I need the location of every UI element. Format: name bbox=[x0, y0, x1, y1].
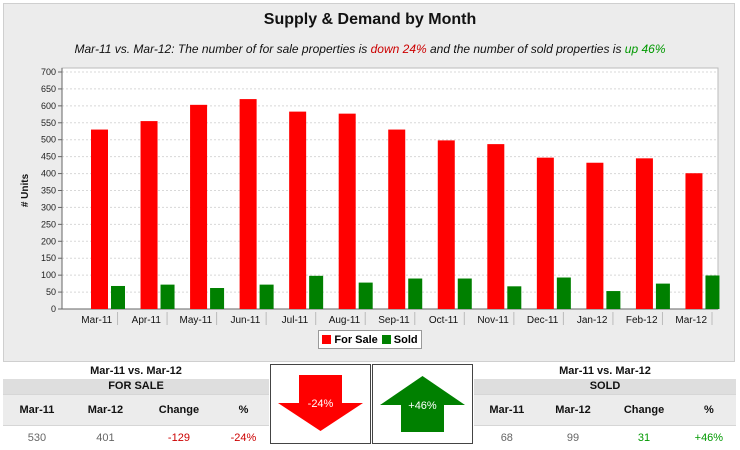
y-tick-label: 250 bbox=[41, 219, 56, 229]
y-tick-label: 50 bbox=[46, 287, 56, 297]
x-tick-label: Nov-11 bbox=[477, 315, 509, 326]
chart-legend: For Sale Sold bbox=[318, 330, 422, 349]
column-header: Change bbox=[140, 395, 218, 426]
y-tick-label: 550 bbox=[41, 118, 56, 128]
bar-sold bbox=[210, 288, 224, 309]
y-tick-label: 600 bbox=[41, 101, 56, 111]
y-axis-label: # Units bbox=[20, 173, 31, 207]
cell-change: -129 bbox=[140, 426, 218, 450]
for-sale-period: Mar-11 vs. Mar-12 bbox=[3, 364, 269, 379]
up-arrow-label: +46% bbox=[408, 400, 437, 412]
y-tick-label: 500 bbox=[41, 135, 56, 145]
x-tick-label: Mar-11 bbox=[81, 315, 112, 326]
table-row: 68 99 31 +46% bbox=[474, 426, 736, 450]
sold-table: Mar-11 Mar-12 Change % 68 99 31 +46% bbox=[474, 394, 736, 450]
column-header: Mar-11 bbox=[474, 395, 540, 426]
bar-for-sale bbox=[240, 99, 257, 309]
down-arrow-label: -24% bbox=[308, 398, 334, 410]
x-tick-label: Sep-11 bbox=[378, 315, 410, 326]
down-arrow-icon: -24% bbox=[271, 365, 370, 443]
sold-period: Mar-11 vs. Mar-12 bbox=[474, 364, 736, 379]
y-tick-label: 150 bbox=[41, 253, 56, 263]
bar-for-sale bbox=[586, 163, 603, 309]
y-tick-label: 100 bbox=[41, 270, 56, 280]
bar-sold bbox=[309, 276, 323, 309]
x-tick-label: Mar-12 bbox=[675, 315, 707, 326]
cell-mar-12: 401 bbox=[71, 426, 140, 450]
bar-sold bbox=[606, 291, 620, 309]
bar-sold bbox=[557, 278, 571, 309]
cell-percent: -24% bbox=[218, 426, 269, 450]
bar-for-sale bbox=[339, 114, 356, 309]
bar-for-sale bbox=[438, 140, 455, 309]
bar-for-sale bbox=[388, 130, 405, 309]
cell-mar-11: 68 bbox=[474, 426, 540, 450]
bar-sold bbox=[111, 286, 125, 309]
sold-summary: Mar-11 vs. Mar-12 SOLD Mar-11 Mar-12 Cha… bbox=[474, 364, 736, 450]
bar-sold bbox=[656, 284, 670, 309]
up-arrow-icon: +46% bbox=[373, 365, 472, 443]
bar-for-sale bbox=[141, 121, 158, 309]
bar-for-sale bbox=[537, 158, 554, 309]
bar-for-sale bbox=[91, 130, 108, 309]
x-tick-label: Dec-11 bbox=[527, 315, 559, 326]
sold-heading: SOLD bbox=[474, 379, 736, 394]
column-header: Mar-12 bbox=[540, 395, 607, 426]
x-tick-label: Jan-12 bbox=[577, 315, 608, 326]
bar-sold bbox=[260, 285, 274, 309]
for-sale-table: Mar-11 Mar-12 Change % 530 401 -129 -24% bbox=[3, 394, 269, 450]
bar-for-sale bbox=[190, 105, 207, 309]
column-header: % bbox=[682, 395, 736, 426]
x-tick-label: Jul-11 bbox=[282, 315, 309, 326]
up-arrow-box: +46% bbox=[372, 364, 473, 444]
bar-sold bbox=[161, 285, 175, 309]
column-header: Change bbox=[606, 395, 681, 426]
y-tick-label: 350 bbox=[41, 186, 56, 196]
for-sale-heading: FOR SALE bbox=[3, 379, 269, 394]
bar-for-sale bbox=[685, 173, 702, 309]
cell-mar-12: 99 bbox=[540, 426, 607, 450]
bar-sold bbox=[705, 275, 719, 309]
x-tick-label: May-11 bbox=[180, 315, 213, 326]
y-tick-label: 400 bbox=[41, 169, 56, 179]
column-header: % bbox=[218, 395, 269, 426]
y-tick-label: 0 bbox=[51, 304, 56, 314]
down-arrow-box: -24% bbox=[270, 364, 371, 444]
legend-label-sold: Sold bbox=[394, 334, 418, 346]
column-header: Mar-11 bbox=[3, 395, 71, 426]
bar-for-sale bbox=[487, 144, 504, 309]
y-tick-label: 200 bbox=[41, 236, 56, 246]
legend-item-for-sale: For Sale bbox=[322, 334, 377, 346]
bar-sold bbox=[507, 286, 521, 309]
bar-chart: 0 50 100 150 200 250 300 350 400 450 500 550 600 650 7… bbox=[0, 0, 740, 330]
x-tick-label: Aug-11 bbox=[329, 315, 361, 326]
cell-change: 31 bbox=[606, 426, 681, 450]
cell-percent: +46% bbox=[682, 426, 736, 450]
legend-swatch-sold bbox=[382, 335, 391, 344]
legend-item-sold: Sold bbox=[382, 334, 418, 346]
legend-swatch-for-sale bbox=[322, 335, 331, 344]
cell-mar-11: 530 bbox=[3, 426, 71, 450]
legend-label-for-sale: For Sale bbox=[334, 334, 377, 346]
bar-for-sale bbox=[636, 158, 653, 309]
table-row: 530 401 -129 -24% bbox=[3, 426, 269, 450]
column-header: Mar-12 bbox=[71, 395, 140, 426]
x-tick-label: Apr-11 bbox=[132, 315, 162, 326]
bar-sold bbox=[458, 279, 472, 309]
x-tick-label: Oct-11 bbox=[429, 315, 459, 326]
for-sale-summary: Mar-11 vs. Mar-12 FOR SALE Mar-11 Mar-12… bbox=[3, 364, 269, 450]
y-tick-label: 650 bbox=[41, 84, 56, 94]
bar-for-sale bbox=[289, 112, 306, 309]
bar-sold bbox=[359, 283, 373, 309]
y-tick-label: 450 bbox=[41, 152, 56, 162]
y-tick-label: 300 bbox=[41, 202, 56, 212]
bar-sold bbox=[408, 279, 422, 309]
y-tick-label: 700 bbox=[41, 67, 56, 77]
x-tick-label: Feb-12 bbox=[626, 315, 658, 326]
x-tick-label: Jun-11 bbox=[230, 315, 260, 326]
